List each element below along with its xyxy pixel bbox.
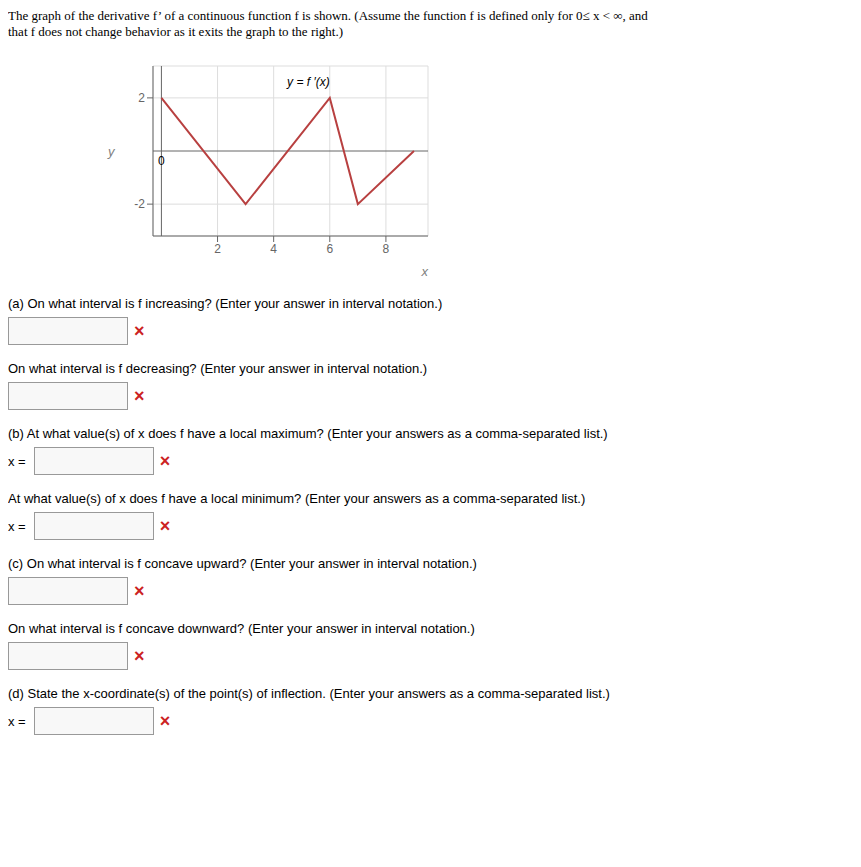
html-text:(a) On what interval is f incr: (a) On what interval is f increasing? (E… (8, 296, 443, 311)
html-text:(d) State the x-coordinate(s): (d) State the x-coordinate(s) of the poi… (8, 686, 610, 701)
svg-text:6: 6 (326, 242, 333, 256)
svg-text:y: y (107, 144, 116, 159)
html-text:x =: x = (8, 518, 26, 534)
html-text:The graph of the derivative f’: The graph of the derivative f’ of a cont… (8, 8, 648, 23)
html-text:x =: x = (8, 713, 26, 729)
html-text:(b) At what value(s) of x does: (b) At what value(s) of x does f have a … (8, 426, 608, 441)
svg-text:8: 8 (383, 242, 390, 256)
svg-text:2: 2 (214, 242, 221, 256)
svg-text:-2: -2 (134, 197, 145, 211)
html-text:On what interval is f concave: On what interval is f concave downward? … (8, 621, 475, 636)
html-text:(c) On what interval is f conc: (c) On what interval is f concave upward… (8, 556, 477, 571)
html-text:On what interval is f decreasi: On what interval is f decreasing? (Enter… (8, 361, 428, 376)
svg-text:0: 0 (158, 154, 165, 168)
svg-text:2: 2 (138, 91, 145, 105)
svg-text:y = f ′(x): y = f ′(x) (286, 75, 330, 89)
svg-text:x: x (421, 264, 429, 279)
html-text:At what value(s) of x does f h: At what value(s) of x does f have a loca… (8, 491, 586, 506)
html-text:x =: x = (8, 453, 26, 469)
html-text:that f does not change behavio: that f does not change behavior as it ex… (8, 24, 343, 39)
svg-text:4: 4 (270, 242, 277, 256)
